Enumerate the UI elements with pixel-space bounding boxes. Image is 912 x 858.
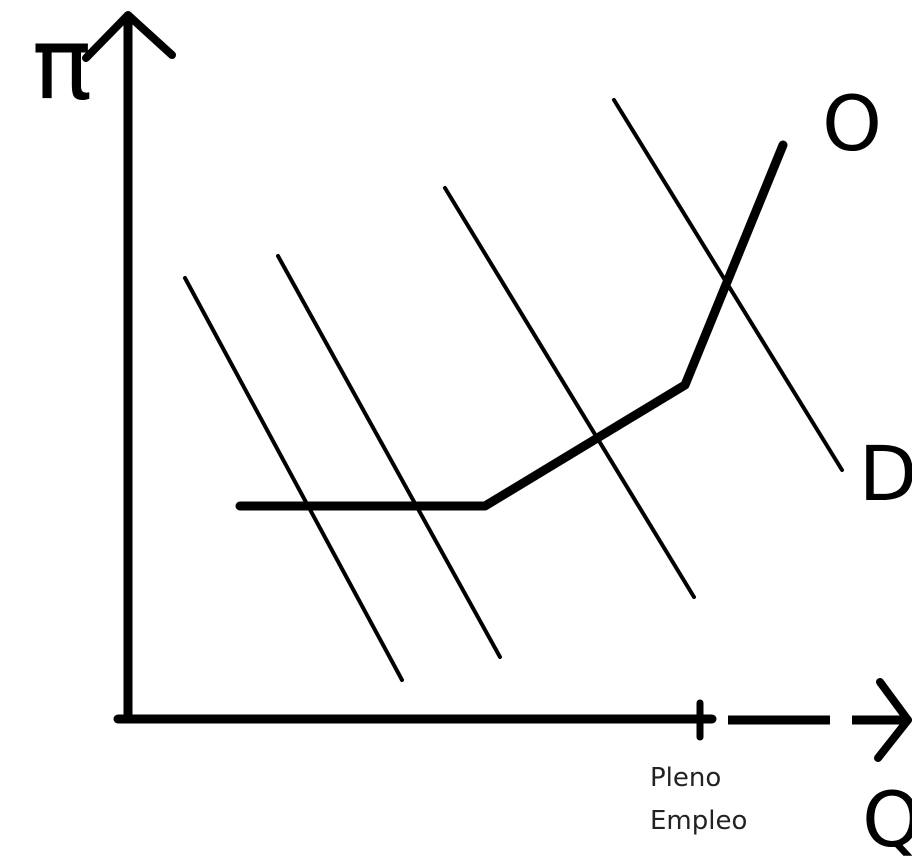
x-arrowhead	[874, 678, 912, 762]
full-employment-label: Pleno	[650, 763, 721, 793]
supply-curve	[235, 140, 788, 511]
demand-line	[183, 276, 404, 682]
demand-line	[443, 186, 696, 599]
axes	[82, 11, 912, 762]
supply-label: O	[822, 79, 882, 168]
x-axis-label: Q	[862, 775, 912, 858]
y-arrowhead	[82, 11, 176, 62]
demand-label: D	[859, 429, 912, 518]
y-axis-label: π	[32, 5, 92, 122]
demand-line	[276, 254, 502, 659]
full-employment-label: Empleo	[650, 806, 747, 836]
